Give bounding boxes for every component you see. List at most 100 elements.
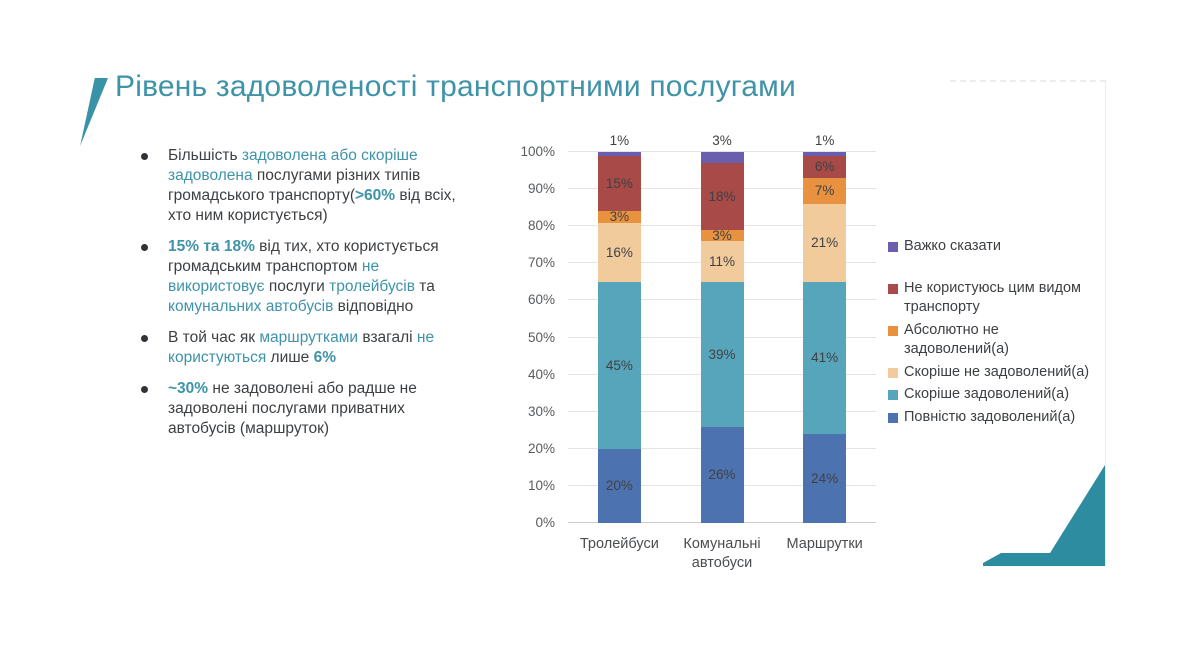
- legend-swatch: [888, 283, 898, 294]
- bar-segment: [700, 426, 744, 523]
- title-wedge-icon: [80, 78, 108, 146]
- legend-item: Абсолютно не задоволений(а): [888, 321, 1103, 360]
- segment-value-label: 26%: [708, 467, 736, 483]
- segment-value-label: 3%: [609, 209, 630, 225]
- bullet-text-segment: 6%: [313, 349, 337, 366]
- bullet-text-segment: не задоволені або радше не задоволені по…: [168, 380, 417, 437]
- bar-segment: [597, 222, 641, 282]
- bullet-text-segment: не користуються: [168, 329, 435, 366]
- bar-segment: [803, 433, 847, 523]
- bullet-text-segment: послугами різних типів громадського тран…: [168, 167, 421, 204]
- bullet-text-segment: задоволена або скоріше задоволена: [168, 147, 418, 184]
- y-axis-tick-label: 60%: [527, 292, 555, 308]
- corner-accent-shape: [983, 465, 1105, 566]
- bullet-text-segment: від всіх, хто ним користується): [168, 187, 456, 224]
- chart-x-axis: Тролейбуси Комунальні автобуси Маршрутки: [568, 529, 876, 573]
- x-axis-category-label: Маршрутки: [786, 536, 863, 552]
- y-axis-tick-label: 80%: [527, 218, 555, 234]
- bar-segment: [803, 152, 847, 156]
- legend-label: Повністю задоволений(а): [904, 408, 1076, 425]
- legend-item: Важко сказати: [888, 237, 1103, 257]
- bar-segment: [700, 281, 744, 427]
- bullet-text-segment: послуги: [264, 278, 330, 295]
- chart-y-axis: 0% 10% 20% 30% 40% 50% 60% 70% 80% 90% 100%: [516, 144, 562, 530]
- y-axis-tick-label: 30%: [527, 403, 555, 419]
- bar-segment: [700, 241, 744, 282]
- bar-segment: [597, 152, 641, 156]
- legend-item: Скоріше задоволений(а): [888, 385, 1103, 405]
- bar-segment: [597, 211, 641, 223]
- bullet-item: В той час як маршрутками взагалі не кори…: [138, 328, 464, 368]
- legend-item: Скоріше не задоволений(а): [888, 363, 1103, 383]
- segment-value-label: 1%: [814, 133, 835, 148]
- legend-label: Не користуюсь цим видом транспорту: [904, 279, 1082, 316]
- segment-value-label: 6%: [814, 159, 835, 175]
- bullet-text-segment: від тих, хто користується громадським тр…: [168, 238, 439, 275]
- y-axis-tick-label: 10%: [527, 477, 555, 493]
- bullet-item: Більшість задоволена або скоріше задовол…: [138, 146, 464, 226]
- bar-segment: [803, 155, 847, 178]
- slide-edge-line: [1105, 80, 1106, 566]
- chart-plot-area: 20% 45% 16% 3% 15% 1% 26% 39% 11% 3% 18% 3% 24% 41% 21…: [568, 133, 876, 523]
- bullet-text-segment: 15% та 18%: [168, 238, 255, 255]
- y-axis-tick-label: 0%: [535, 515, 555, 530]
- legend-swatch: [888, 390, 898, 400]
- segment-value-label: 21%: [811, 235, 839, 251]
- x-axis-category-label: Комунальні автобуси: [683, 536, 761, 571]
- bar-segment: [700, 163, 744, 230]
- bullet-text-segment: маршрутками: [259, 329, 359, 346]
- legend-item: Повністю задоволений(а): [888, 408, 1103, 428]
- segment-value-label: 20%: [605, 478, 633, 494]
- segment-value-label: 16%: [605, 244, 633, 260]
- bullet-text-segment: >60%: [354, 187, 396, 204]
- bar-segment: [803, 177, 847, 204]
- y-axis-tick-label: 40%: [527, 366, 555, 382]
- segment-value-label: 39%: [708, 346, 736, 362]
- slide-title: Рівень задоволеності транспортними послу…: [115, 70, 796, 103]
- legend-swatch: [888, 325, 898, 336]
- chart-legend: Важко сказати Не користуюсь цим видом тра…: [888, 237, 1103, 430]
- bullet-text-segment: відповідно: [333, 298, 414, 315]
- bullet-list: Більшість задоволена або скоріше задовол…: [138, 146, 464, 450]
- segment-value-label: 41%: [811, 350, 839, 366]
- legend-swatch: [888, 367, 898, 378]
- bullet-text-segment: не використовує: [168, 258, 380, 295]
- y-axis-tick-label: 50%: [527, 329, 555, 345]
- satisfaction-chart: 0% 10% 20% 30% 40% 50% 60% 70% 80% 90% 100% 20% 45%…: [516, 133, 1105, 580]
- legend-label: Скоріше задоволений(а): [904, 386, 1070, 402]
- bullet-text-segment: В той час як: [168, 329, 260, 346]
- bar-segment: [597, 448, 641, 523]
- bullet-text-segment: взагалі: [358, 329, 417, 346]
- segment-value-label: 45%: [605, 357, 633, 373]
- legend-item: Не користуюсь цим видом транспорту: [888, 279, 1103, 318]
- legend-swatch: [888, 412, 898, 423]
- bullet-text-segment: та: [414, 278, 435, 295]
- bar-segment: [803, 203, 847, 282]
- bullet-text-segment: Більшість: [168, 147, 242, 164]
- y-axis-tick-label: 90%: [527, 181, 555, 197]
- bar-segment: [700, 152, 744, 164]
- bullet-text-segment: лише: [266, 349, 314, 366]
- segment-value-label: 1%: [609, 133, 630, 148]
- legend-label: Важко сказати: [904, 238, 1001, 254]
- segment-value-label: 3%: [712, 133, 732, 148]
- legend-label: Абсолютно не задоволений(а): [904, 321, 1009, 358]
- bar-segment: [700, 229, 744, 242]
- slide-edge-dashed-line: [950, 80, 1106, 82]
- bullet-text-segment: ~30%: [168, 380, 209, 397]
- segment-value-label: 15%: [605, 176, 633, 192]
- segment-value-label: 3%: [712, 227, 732, 243]
- bar-segment: [597, 155, 641, 212]
- segment-value-label: 18%: [708, 189, 736, 205]
- y-axis-tick-label: 70%: [527, 255, 555, 271]
- bullet-item: ~30% не задоволені або радше не задоволе…: [138, 379, 464, 439]
- y-axis-tick-label: 100%: [520, 144, 555, 159]
- bullet-text-segment: комунальних автобусів: [168, 298, 334, 315]
- gridline: [568, 151, 876, 152]
- bar-segment: [803, 281, 847, 434]
- y-axis-tick-label: 20%: [527, 440, 555, 456]
- x-axis-category-label: Тролейбуси: [579, 536, 659, 552]
- bullet-text-segment: тролейбусів: [329, 278, 415, 295]
- segment-value-label: 11%: [708, 253, 736, 269]
- legend-swatch: [888, 242, 898, 252]
